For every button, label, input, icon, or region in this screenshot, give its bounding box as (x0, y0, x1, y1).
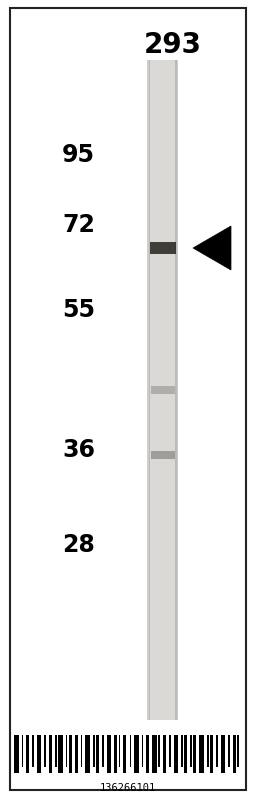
Bar (102, 735, 104, 767)
Bar (81, 735, 82, 767)
Bar (151, 386, 175, 394)
Text: 36: 36 (62, 438, 95, 462)
Bar (190, 735, 192, 767)
Bar (66, 735, 67, 767)
Bar (150, 242, 176, 254)
Bar (69, 735, 72, 773)
Bar (123, 735, 126, 773)
Bar (55, 735, 57, 767)
Bar (147, 60, 150, 720)
Bar (142, 735, 143, 767)
Text: 95: 95 (62, 143, 95, 167)
Bar (96, 735, 99, 773)
Bar (210, 735, 213, 773)
Bar (107, 735, 111, 773)
Bar (114, 735, 117, 773)
Bar (193, 735, 196, 773)
Bar (233, 735, 236, 773)
Bar (174, 735, 178, 773)
Bar (44, 735, 46, 767)
Text: 72: 72 (62, 213, 95, 237)
Polygon shape (193, 226, 231, 270)
Bar (175, 60, 178, 720)
Bar (37, 735, 41, 773)
Bar (32, 735, 34, 767)
Bar (49, 735, 52, 773)
Bar (228, 735, 230, 767)
Bar (75, 735, 78, 773)
Bar (181, 735, 183, 767)
Bar (119, 735, 120, 767)
Bar (149, 60, 177, 720)
Bar (26, 735, 29, 773)
Bar (158, 735, 160, 767)
Bar (151, 451, 175, 459)
Bar (146, 735, 149, 773)
Bar (93, 735, 94, 767)
Bar (199, 735, 204, 773)
Bar (86, 735, 90, 773)
Bar (169, 735, 170, 767)
Bar (207, 735, 209, 767)
Bar (58, 735, 63, 773)
Bar (152, 735, 157, 773)
Text: 55: 55 (62, 298, 95, 322)
Bar (163, 735, 166, 773)
Text: 293: 293 (144, 31, 202, 59)
Bar (22, 735, 23, 767)
Text: 136266101: 136266101 (100, 783, 156, 793)
Bar (134, 735, 139, 773)
Bar (14, 735, 19, 773)
Bar (184, 735, 187, 773)
Bar (216, 735, 218, 767)
Bar (130, 735, 131, 767)
Bar (221, 735, 225, 773)
Text: 28: 28 (62, 533, 95, 557)
Bar (238, 735, 239, 767)
